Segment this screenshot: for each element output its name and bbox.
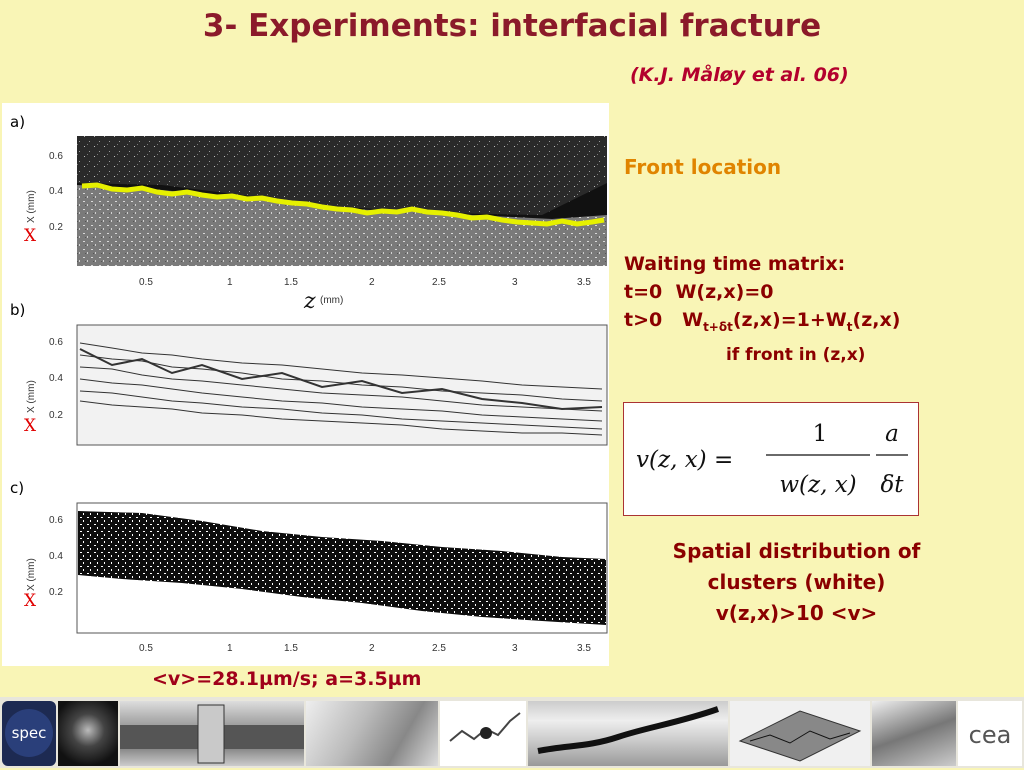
- x-tick: 1.5: [284, 277, 298, 288]
- y-axis-name: X (mm): [26, 380, 37, 413]
- formula-lhs: v(z, x) =: [636, 447, 733, 473]
- x-axis-name: (mm): [320, 295, 343, 306]
- panel-a-label: a): [10, 113, 25, 131]
- spatial-line-1: Spatial distribution of: [672, 539, 921, 563]
- y-axis-name: X (mm): [26, 558, 37, 591]
- panel-a-dark-region: [77, 136, 607, 215]
- panel-c-y-ticks: 0.6 0.4 0.2: [49, 515, 63, 598]
- figure-svg: a) 0.6 0.4 0.2 X (mm) X 0.5 1 1.5 2 2.5 …: [10, 113, 608, 654]
- spatial-distribution-note: Spatial distribution of clusters (white)…: [624, 536, 969, 629]
- x-tick: 3.5: [577, 277, 591, 288]
- spec-logo-text: spec: [12, 724, 47, 742]
- t-zero: t=0: [624, 281, 663, 303]
- y-tick: 0.6: [49, 151, 63, 162]
- spatial-line-3: v(z,x)>10 <v>: [715, 601, 878, 625]
- front-line: [81, 182, 605, 227]
- slide-title: 3- Experiments: interfacial fracture: [202, 8, 822, 44]
- spec-logo-svg: spec: [5, 709, 53, 757]
- panel-b-y-ticks: 0.6 0.4 0.2: [49, 337, 63, 421]
- y-tick: 0.2: [49, 587, 63, 598]
- waiting-line-2: t>0 Wt+δt(z,x)=1+Wt(z,x): [624, 306, 900, 341]
- x-symbol-a: X: [24, 226, 37, 246]
- formula-numerator-2: a: [885, 421, 899, 447]
- x-tick: 1.5: [284, 643, 298, 654]
- pipe-image-thumb: [120, 701, 304, 766]
- x-tick: 2: [369, 277, 375, 288]
- formula-denominator-1: w(z, x): [779, 472, 856, 498]
- molecule-svg: [449, 712, 521, 742]
- x-tick: 1: [227, 277, 233, 288]
- y-tick: 0.4: [49, 373, 63, 384]
- panel-a-y-ticks: 0.6 0.4 0.2: [49, 151, 63, 233]
- formula-svg: v(z, x) = 1 w(z, x) a δt: [636, 421, 908, 498]
- x-symbol-b: X: [24, 416, 37, 436]
- w-args: (z,x): [852, 309, 901, 331]
- y-tick: 0.4: [49, 551, 63, 562]
- x-tick: 2.5: [432, 277, 446, 288]
- w-update: (z,x)=1+W: [732, 309, 847, 331]
- panel-c-label: c): [10, 479, 24, 497]
- spec-logo: spec: [2, 701, 56, 766]
- x-tick: 3: [512, 277, 518, 288]
- surface-plot-svg: [738, 710, 862, 762]
- w-subscript-2: t: [846, 319, 853, 334]
- y-axis-name: X (mm): [26, 190, 37, 223]
- experiment-figure: a) 0.6 0.4 0.2 X (mm) X 0.5 1 1.5 2 2.5 …: [2, 103, 609, 666]
- t-positive: t>0: [624, 309, 663, 331]
- crack-image-thumb: [58, 701, 118, 766]
- x-tick: 2.5: [432, 643, 446, 654]
- w-symbol: W: [682, 309, 704, 331]
- waiting-time-block: Waiting time matrix: t=0 W(z,x)=0 t>0 Wt…: [624, 250, 900, 369]
- w-zero: W(z,x)=0: [675, 281, 774, 303]
- x-symbol-c: X: [24, 591, 37, 611]
- panel-a-bright-region: [77, 185, 607, 266]
- w-subscript-1: t+δt: [703, 319, 733, 334]
- molecule-thumb: [440, 701, 526, 766]
- citation: (K.J. Måløy et al. 06): [630, 64, 849, 86]
- figure-caption: <v>=28.1µm/s; a=3.5µm: [152, 668, 422, 690]
- surface-plot-thumb: [730, 701, 870, 766]
- panel-c-clusters: [78, 511, 606, 625]
- front-location-label: Front location: [624, 155, 782, 179]
- panel-a-x-ticks: 0.5 1 1.5 2 2.5 3 3.5: [139, 277, 591, 288]
- crack-svg: [537, 706, 719, 754]
- y-tick: 0.2: [49, 222, 63, 233]
- y-tick: 0.2: [49, 410, 63, 421]
- pipe-svg: [120, 704, 304, 764]
- x-tick: 0.5: [139, 277, 153, 288]
- waiting-condition: if front in (z,x): [726, 344, 866, 365]
- x-tick: 0.5: [139, 643, 153, 654]
- velocity-formula: v(z, x) = 1 w(z, x) a δt: [623, 402, 919, 516]
- z-symbol: z: [303, 289, 316, 314]
- y-tick: 0.6: [49, 515, 63, 526]
- fabric-thumb: [872, 701, 956, 766]
- fracture-surface-thumb: [306, 701, 438, 766]
- panel-b-fronts: [79, 342, 603, 436]
- panel-c-x-ticks: 0.5 1 1.5 2 2.5 3 3.5: [139, 643, 591, 654]
- x-tick: 3.5: [577, 643, 591, 654]
- cea-logo-svg: cea: [969, 721, 1012, 749]
- waiting-heading: Waiting time matrix:: [624, 253, 846, 275]
- formula-numerator-1: 1: [813, 421, 828, 447]
- waiting-line-1: t=0 W(z,x)=0: [624, 278, 900, 306]
- x-tick: 2: [369, 643, 375, 654]
- panel-b-label: b): [10, 301, 25, 319]
- x-tick: 1: [227, 643, 233, 654]
- y-tick: 0.4: [49, 186, 63, 197]
- spatial-line-2: clusters (white): [707, 570, 886, 594]
- y-tick: 0.6: [49, 337, 63, 348]
- formula-denominator-2: δt: [880, 472, 904, 498]
- cea-logo-text: cea: [969, 721, 1012, 749]
- crack-line-thumb: [528, 701, 728, 766]
- cea-logo: cea: [958, 701, 1022, 766]
- x-tick: 3: [512, 643, 518, 654]
